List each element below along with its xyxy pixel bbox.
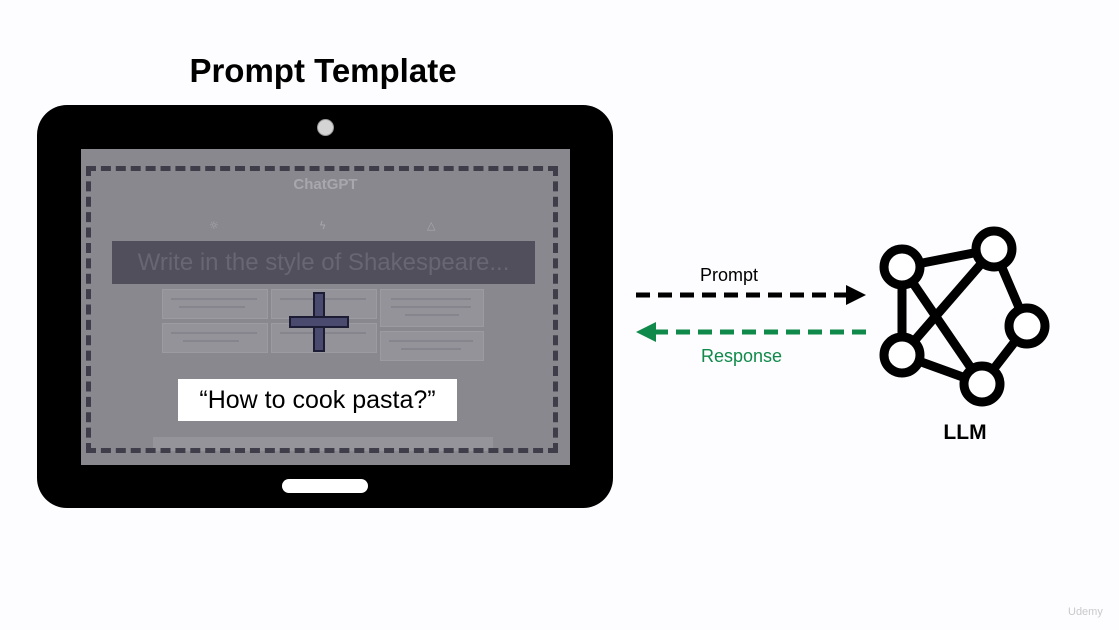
plus-icon <box>289 292 349 352</box>
warning-icon: △ <box>427 219 436 232</box>
example-card <box>162 289 268 319</box>
prompt-arrow <box>636 285 866 305</box>
template-instruction-text: Write in the style of Shakespeare... <box>137 249 510 276</box>
limitation-card <box>380 289 484 327</box>
neural-network-icon <box>879 226 1050 407</box>
camera-icon <box>317 119 334 136</box>
chat-input-bar <box>153 437 493 451</box>
template-instruction-box: Write in the style of Shakespeare... <box>112 241 535 284</box>
sun-icon: ☼ <box>209 219 219 232</box>
slide-title: Prompt Template <box>189 52 457 89</box>
lightning-icon: ϟ <box>319 219 327 232</box>
llm-label: LLM <box>943 421 987 444</box>
response-arrow <box>636 322 866 342</box>
udemy-watermark: Udemy <box>1068 606 1103 618</box>
prompt-label: Prompt <box>700 265 759 285</box>
template-dashed-frame <box>86 166 558 453</box>
tablet-screen: ChatGPT ☼ ϟ △ Write in the styl <box>81 149 570 465</box>
response-label: Response <box>701 346 783 366</box>
user-question-box: “How to cook pasta?” <box>178 379 457 421</box>
home-button <box>282 479 368 493</box>
example-card <box>162 323 268 353</box>
chat-app-title: ChatGPT <box>293 176 358 193</box>
limitation-card <box>380 331 484 361</box>
tablet-device: ChatGPT ☼ ϟ △ Write in the styl <box>37 105 613 508</box>
